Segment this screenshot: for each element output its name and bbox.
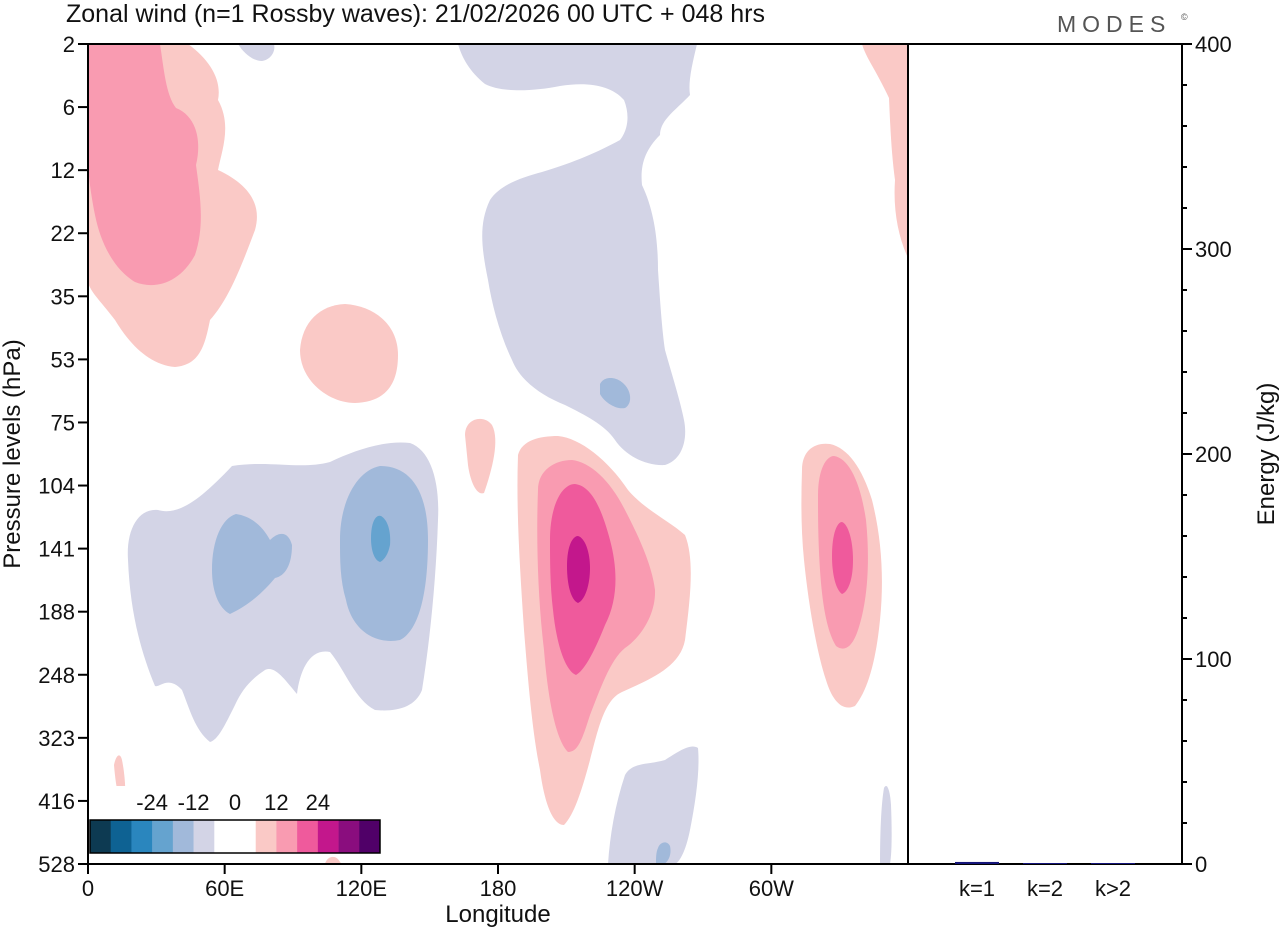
pressure-tick-label: 22 <box>51 221 75 246</box>
pressure-tick-label: 248 <box>38 663 75 688</box>
pressure-tick-label: 188 <box>38 600 75 625</box>
pressure-tick-label: 416 <box>38 789 75 814</box>
pressure-tick-label: 53 <box>51 347 75 372</box>
longitude-tick-label: 120W <box>606 876 664 901</box>
colorbar-swatch <box>172 820 194 853</box>
longitude-tick-label: 60W <box>749 876 794 901</box>
colorbar-swatches <box>89 819 381 854</box>
colorbar-swatch <box>110 820 132 853</box>
energy-tick-label: 300 <box>1195 237 1232 262</box>
colorbar-swatch <box>297 820 319 853</box>
colorbar-swatch <box>235 820 257 853</box>
modes-logo: MODES © <box>1057 11 1188 37</box>
colorbar-swatch <box>131 820 153 853</box>
longitude-tick-label: 120E <box>336 876 387 901</box>
colorbar-swatch <box>338 820 360 853</box>
energy-tick-label: 400 <box>1195 32 1232 57</box>
x-axis-label: Longitude <box>445 901 550 928</box>
contour-lower-negative <box>608 746 699 864</box>
y-axis-label: Pressure levels (hPa) <box>0 339 26 568</box>
colorbar-swatch <box>152 820 174 853</box>
energy-axis-label: Energy (J/kg) <box>1253 383 1280 526</box>
wavenumber-label: k=1 <box>959 876 995 901</box>
colorbar-swatch <box>90 820 112 853</box>
longitude-axis: 0 60E 120E 180 120W 60W <box>82 864 794 901</box>
colorbar-swatch <box>359 820 381 853</box>
contour-small-negative-top <box>238 44 275 61</box>
longitude-tick-label: 0 <box>82 876 94 901</box>
energy-tick-label: 200 <box>1195 442 1232 467</box>
energy-bar <box>1023 863 1067 864</box>
contour-mid-positive-blob-1 <box>300 304 398 403</box>
energy-axis: 0 100 200 300 400 <box>1182 32 1232 877</box>
pressure-tick-label: 2 <box>63 32 75 57</box>
colorbar-label: 0 <box>229 790 241 815</box>
contour-east-pacific-band-3 <box>832 522 853 594</box>
colorbar-label: 12 <box>264 790 288 815</box>
colorbar-swatch <box>214 820 236 853</box>
pressure-tick-label: 323 <box>38 726 75 751</box>
energy-tick-label: 0 <box>1195 852 1207 877</box>
contour-central-pacific-core <box>567 536 590 603</box>
brand-copyright-mark: © <box>1181 12 1188 22</box>
longitude-tick-label: 180 <box>480 876 517 901</box>
contour-field <box>88 44 908 864</box>
chart-title: Zonal wind (n=1 Rossby waves): 21/02/202… <box>66 0 765 28</box>
contour-lower-positive-blip <box>325 856 342 864</box>
pressure-tick-label: 6 <box>63 95 75 120</box>
contour-west-pacific-band-2a <box>212 514 292 614</box>
longitude-tick-label: 60E <box>205 876 244 901</box>
colorbar-label: -12 <box>178 790 210 815</box>
colorbar-border <box>89 819 381 854</box>
energy-bar <box>1091 863 1135 864</box>
contour-lower-east-negative <box>880 785 892 864</box>
colorbar-swatch <box>317 820 339 853</box>
contour-upper-trough-core <box>600 378 631 409</box>
contour-west-pacific-core <box>371 515 391 562</box>
brand-name: MODES <box>1057 11 1171 37</box>
colorbar: -24 -12 0 12 24 <box>89 786 383 856</box>
pressure-axis: 2 6 12 22 35 53 75 104 141 188 248 323 416 528 <box>38 32 88 877</box>
pressure-tick-label: 528 <box>38 852 75 877</box>
colorbar-label: -24 <box>136 790 168 815</box>
wavenumber-labels: k=1 k=2 k>2 <box>959 876 1131 901</box>
contour-upper-west-band-2 <box>88 44 201 286</box>
pressure-tick-label: 104 <box>38 474 75 499</box>
contour-upper-date-line-trough <box>458 44 697 466</box>
contour-lower-negative-core <box>656 842 671 864</box>
colorbar-labels: -24 -12 0 12 24 <box>136 790 330 815</box>
colorbar-swatch <box>276 820 298 853</box>
energy-tick-label: 100 <box>1195 647 1232 672</box>
energy-bar <box>955 861 999 864</box>
colorbar-swatch <box>193 820 215 853</box>
wavenumber-label: k>2 <box>1095 876 1131 901</box>
wavenumber-label: k=2 <box>1027 876 1063 901</box>
pressure-tick-label: 141 <box>38 537 75 562</box>
colorbar-label: 24 <box>306 790 330 815</box>
contour-upper-east-edge <box>862 44 908 258</box>
pressure-tick-label: 35 <box>51 284 75 309</box>
pressure-tick-label: 75 <box>51 410 75 435</box>
pressure-tick-label: 12 <box>51 158 75 183</box>
colorbar-swatch <box>255 820 277 853</box>
contour-mid-positive-blob-2 <box>465 418 496 494</box>
energy-bars <box>955 861 1135 864</box>
